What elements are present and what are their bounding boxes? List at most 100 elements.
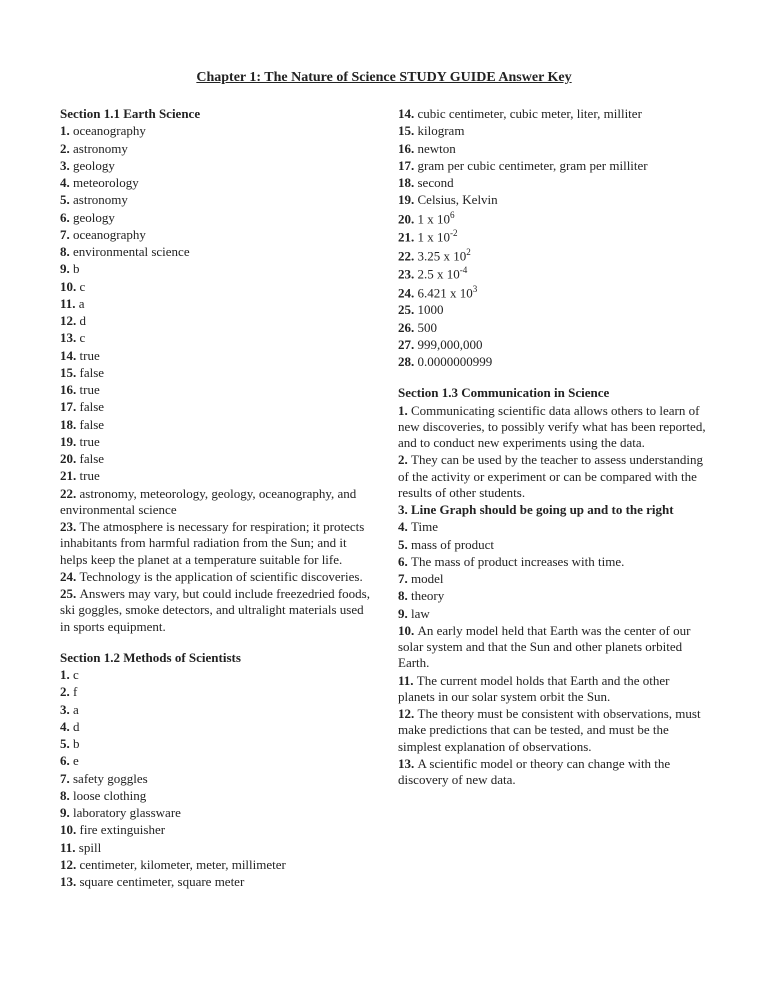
item-text: d [73,719,80,734]
answer-item: 4. meteorology [60,175,370,191]
item-text: model [411,571,444,586]
item-text: 0.0000000999 [418,354,493,369]
answer-item: 4. Time [398,519,708,535]
item-number: 13. [60,874,80,889]
item-text: square centimeter, square meter [80,874,245,889]
item-number: 20. [398,211,418,226]
answer-item: 7. oceanography [60,227,370,243]
item-number: 14. [60,348,80,363]
page-title: Chapter 1: The Nature of Science STUDY G… [60,70,708,86]
item-number: 17. [398,158,418,173]
answer-item: 10. An early model held that Earth was t… [398,623,708,672]
item-number: 5. [60,192,73,207]
item-number: 22. [60,486,80,501]
item-number: 1. [60,123,73,138]
answer-item: 2. f [60,684,370,700]
item-text: Communicating scientific data allows oth… [398,403,706,451]
answer-item: 25. Answers may vary, but could include … [60,586,370,635]
item-number: 10. [60,279,80,294]
item-text: meteorology [73,175,139,190]
item-number: 17. [60,399,80,414]
item-number: 25. [60,586,80,601]
item-text: 3.25 x 10 [418,248,467,263]
answer-item: 11. The current model holds that Earth a… [398,673,708,706]
left-column: Section 1.1 Earth Science1. oceanography… [60,106,370,891]
item-number: 19. [398,192,418,207]
item-text: The current model holds that Earth and t… [398,673,670,704]
answer-item: 13. square centimeter, square meter [60,874,370,890]
item-number: 13. [60,330,80,345]
answer-item: 4. d [60,719,370,735]
answer-item: 13. A scientific model or theory can cha… [398,756,708,789]
item-text: false [80,399,105,414]
item-text: 1 x 10 [418,229,451,244]
item-number: 9. [398,606,411,621]
item-text: geology [73,210,115,225]
item-text: 1000 [418,302,444,317]
item-number: 9. [60,805,73,820]
item-number: 8. [60,244,73,259]
answer-item: 22. 3.25 x 102 [398,247,708,265]
answer-item: 19. true [60,434,370,450]
item-number: 21. [60,468,80,483]
item-number: 6. [398,554,411,569]
answer-item: 3. geology [60,158,370,174]
item-text: false [80,417,105,432]
answer-item: 8. loose clothing [60,788,370,804]
answer-item: 7. model [398,571,708,587]
two-column-layout: Section 1.1 Earth Science1. oceanography… [60,106,708,891]
item-number: 11. [398,673,417,688]
item-number: 27. [398,337,418,352]
item-number: 8. [398,588,411,603]
answer-item: 24. 6.421 x 103 [398,284,708,302]
item-text: b [73,736,80,751]
answer-item: 23. 2.5 x 10-4 [398,265,708,283]
item-text: A scientific model or theory can change … [398,756,670,787]
item-text: true [80,348,100,363]
answer-item: 1. Communicating scientific data allows … [398,403,708,452]
item-number: 7. [398,571,411,586]
item-number: 10. [60,822,80,837]
answer-item: 20. false [60,451,370,467]
answer-item: 17. gram per cubic centimeter, gram per … [398,158,708,174]
item-number: 15. [398,123,418,138]
answer-item: 10. c [60,279,370,295]
answer-item: 16. true [60,382,370,398]
item-text: 6.421 x 10 [418,285,473,300]
item-text: d [80,313,87,328]
item-text: loose clothing [73,788,146,803]
item-number: 25. [398,302,418,317]
item-number: 12. [60,857,80,872]
item-text: oceanography [73,227,146,242]
answer-item: 3. Line Graph should be going up and to … [398,502,708,518]
answer-item: 12. The theory must be consistent with o… [398,706,708,755]
item-text: newton [418,141,456,156]
item-number: 5. [398,537,411,552]
item-number: 2. [60,684,73,699]
item-number: 5. [60,736,73,751]
item-exponent: 2 [466,247,471,257]
section-heading: Section 1.1 Earth Science [60,106,370,122]
item-number: 19. [60,434,80,449]
item-number: 12. [60,313,80,328]
answer-item: 13. c [60,330,370,346]
answer-item: 18. second [398,175,708,191]
item-number: 23. [60,519,80,534]
item-number: 14. [398,106,418,121]
item-number: 4. [398,519,411,534]
item-number: 2. [398,452,411,467]
answer-item: 26. 500 [398,320,708,336]
item-number: 26. [398,320,418,335]
item-text: oceanography [73,123,146,138]
item-text: gram per cubic centimeter, gram per mill… [418,158,648,173]
item-exponent: -4 [460,265,468,275]
item-text: c [73,667,79,682]
item-text: false [80,451,105,466]
answer-item: 3. a [60,702,370,718]
item-text: Time [411,519,438,534]
item-text: false [80,365,105,380]
item-number: 1. [60,667,73,682]
item-text: The theory must be consistent with obser… [398,706,701,754]
item-text: 1 x 10 [418,211,451,226]
item-text: mass of product [411,537,494,552]
